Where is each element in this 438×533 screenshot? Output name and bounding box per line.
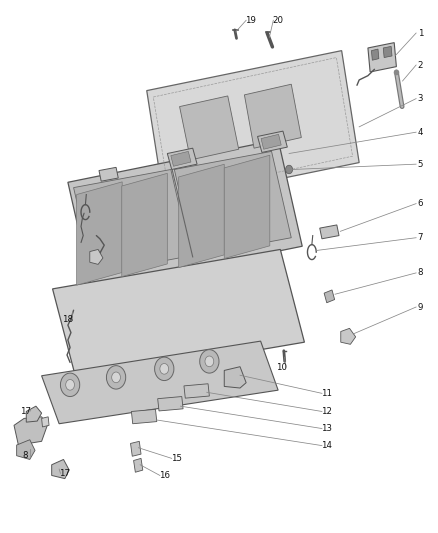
Polygon shape <box>383 46 392 58</box>
Polygon shape <box>261 134 281 149</box>
Polygon shape <box>320 225 339 239</box>
Polygon shape <box>179 164 224 268</box>
Circle shape <box>155 357 174 381</box>
Polygon shape <box>42 341 278 424</box>
Text: 8: 8 <box>418 269 423 277</box>
Text: 17: 17 <box>20 407 31 416</box>
Circle shape <box>286 165 293 174</box>
Text: 16: 16 <box>159 471 170 480</box>
Polygon shape <box>17 440 35 459</box>
Polygon shape <box>324 290 335 303</box>
Polygon shape <box>184 384 209 398</box>
Text: 13: 13 <box>321 424 332 433</box>
Circle shape <box>106 366 126 389</box>
Circle shape <box>205 356 214 367</box>
Polygon shape <box>224 155 270 259</box>
Polygon shape <box>134 458 143 472</box>
Polygon shape <box>167 148 197 169</box>
Polygon shape <box>131 441 141 456</box>
Polygon shape <box>371 49 379 60</box>
Text: 19: 19 <box>245 16 256 25</box>
Circle shape <box>200 350 219 373</box>
Text: 6: 6 <box>418 199 423 208</box>
Text: 20: 20 <box>272 16 283 25</box>
Polygon shape <box>74 169 191 274</box>
Text: 7: 7 <box>418 233 423 242</box>
Polygon shape <box>77 182 122 285</box>
Text: 18: 18 <box>62 316 74 324</box>
Text: 11: 11 <box>321 389 332 398</box>
Text: 1: 1 <box>418 29 423 37</box>
Polygon shape <box>341 328 356 344</box>
Polygon shape <box>53 249 304 381</box>
Text: 17: 17 <box>59 469 71 478</box>
Polygon shape <box>174 151 291 256</box>
Text: 10: 10 <box>276 364 287 372</box>
Polygon shape <box>42 417 49 427</box>
Polygon shape <box>368 43 396 72</box>
Text: 5: 5 <box>418 160 423 168</box>
Polygon shape <box>99 167 118 181</box>
Polygon shape <box>180 96 239 160</box>
Text: 12: 12 <box>321 407 332 416</box>
Text: 14: 14 <box>321 441 332 450</box>
Polygon shape <box>52 459 69 479</box>
Text: 9: 9 <box>418 303 423 311</box>
Text: 4: 4 <box>418 128 423 136</box>
Text: 8: 8 <box>23 451 28 460</box>
Text: 15: 15 <box>170 454 182 463</box>
Text: 3: 3 <box>418 94 423 103</box>
Polygon shape <box>90 249 103 264</box>
Polygon shape <box>122 173 167 277</box>
Polygon shape <box>171 151 191 166</box>
Polygon shape <box>147 51 359 203</box>
Text: 2: 2 <box>418 61 423 69</box>
Circle shape <box>66 379 74 390</box>
Circle shape <box>112 372 120 383</box>
Polygon shape <box>244 84 301 148</box>
Polygon shape <box>158 397 183 411</box>
Circle shape <box>160 364 169 374</box>
Polygon shape <box>131 409 157 424</box>
Polygon shape <box>26 406 42 422</box>
Circle shape <box>60 373 80 397</box>
Polygon shape <box>14 417 47 445</box>
Polygon shape <box>224 367 246 388</box>
Polygon shape <box>258 131 287 152</box>
Polygon shape <box>68 140 302 289</box>
